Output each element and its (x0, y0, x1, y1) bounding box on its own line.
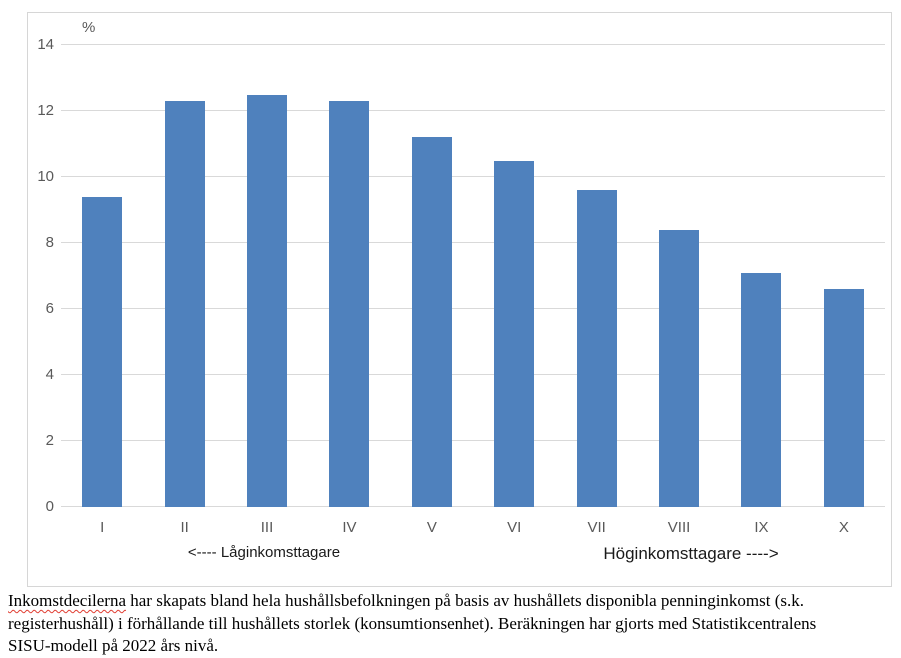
y-tick-2: 2 (45, 432, 54, 449)
gridline-0 (61, 506, 885, 507)
bar-VIII (659, 229, 699, 507)
caption-line-3: SISU-modell på 2022 års nivå. (8, 636, 219, 655)
x-tick-IV: IV (342, 519, 357, 536)
x-tick-IX: IX (754, 519, 769, 536)
bar-III (247, 94, 287, 507)
high-income-direction-label: Höginkomsttagare ----> (603, 544, 779, 563)
y-axis-unit-label: % (82, 19, 96, 36)
gridline-4 (61, 374, 885, 375)
caption-line-1: Inkomstdecilerna har skapats bland hela … (8, 590, 897, 613)
gridline-2 (61, 440, 885, 441)
chart-caption: Inkomstdecilerna har skapats bland hela … (8, 590, 897, 658)
y-tick-10: 10 (37, 168, 54, 185)
bar-VII (576, 190, 617, 507)
y-tick-0: 0 (45, 498, 54, 515)
x-tick-VII: VII (587, 519, 606, 536)
caption-misspelled-word: Inkomstdecilerna (8, 591, 127, 610)
y-tick-6: 6 (45, 300, 54, 317)
y-tick-12: 12 (37, 102, 54, 119)
y-tick-8: 8 (45, 234, 54, 251)
decile-bar-chart[interactable]: % 0 2 4 6 8 10 12 14 I II III IV V VI VII VIII IX X <---… (27, 12, 892, 587)
plot-area (61, 44, 885, 507)
x-tick-III: III (260, 519, 274, 536)
bar-X (823, 289, 864, 507)
x-tick-II: II (180, 519, 189, 536)
bar-VI (494, 160, 535, 507)
low-income-direction-label: <---- Låginkomsttagare (187, 544, 341, 561)
gridline-8 (61, 242, 885, 243)
gridline-6 (61, 308, 885, 309)
bar-IV (329, 101, 370, 507)
y-tick-14: 14 (37, 36, 54, 53)
bar-IX (741, 272, 782, 507)
bar-I (82, 196, 123, 507)
gridline-10 (61, 176, 885, 177)
x-tick-VIII: VIII (667, 519, 691, 536)
caption-line-1-text: har skapats bland hela hushållsbefolknin… (126, 591, 805, 610)
y-tick-4: 4 (45, 366, 54, 383)
bar-II (164, 101, 205, 507)
bar-V (411, 137, 452, 507)
gridline-14 (61, 44, 885, 45)
x-tick-V: V (426, 519, 437, 536)
gridline-12 (61, 110, 885, 111)
x-tick-VI: VI (507, 519, 522, 536)
x-axis-labels: I II III IV V VI VII VIII IX X (61, 519, 885, 536)
caption-line-2: registerhushåll) i förhållande till hush… (8, 613, 817, 633)
x-tick-X: X (838, 519, 849, 536)
x-tick-I: I (100, 519, 105, 536)
y-axis-labels: 0 2 4 6 8 10 12 14 (28, 36, 54, 515)
